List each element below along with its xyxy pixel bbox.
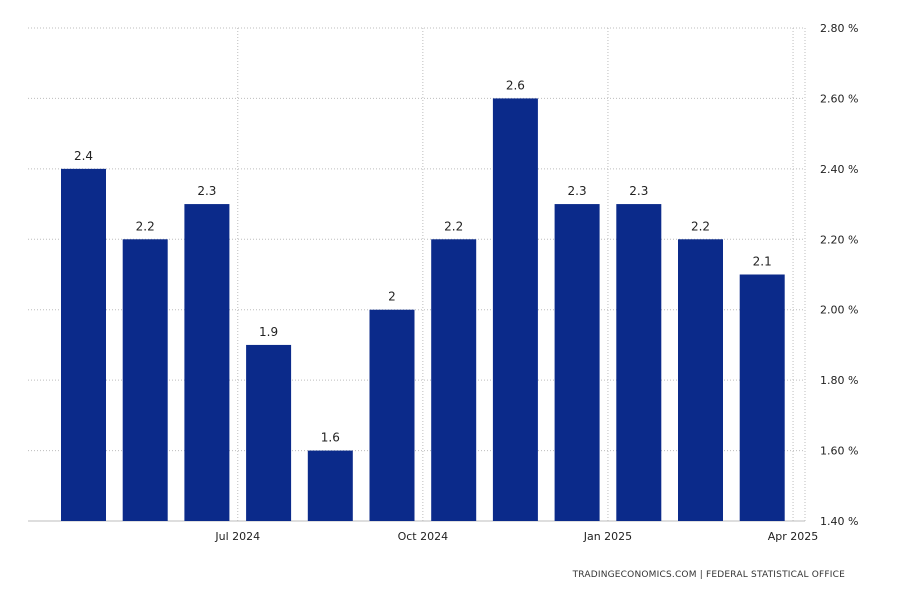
data-label: 1.9 (259, 325, 278, 339)
data-label: 2.2 (691, 219, 710, 233)
bar[interactable] (492, 98, 538, 521)
data-label: 2.2 (136, 219, 155, 233)
data-label: 1.6 (321, 431, 340, 445)
bar[interactable] (61, 168, 106, 521)
bar[interactable] (431, 239, 477, 522)
bar[interactable] (184, 204, 230, 522)
x-tick-label: Jul 2024 (214, 530, 260, 543)
y-tick-label: 1.80 % (820, 374, 858, 387)
bar[interactable] (122, 239, 168, 522)
x-tick-label: Apr 2025 (768, 530, 819, 543)
bar[interactable] (246, 344, 292, 521)
y-tick-label: 2.40 % (820, 163, 858, 176)
source-attribution: TRADINGECONOMICS.COM | FEDERAL STATISTIC… (572, 570, 845, 580)
data-label: 2.3 (568, 184, 587, 198)
bar[interactable] (678, 239, 723, 522)
data-label: 2.2 (444, 219, 463, 233)
y-tick-label: 1.40 % (820, 515, 858, 528)
bar[interactable] (307, 450, 353, 521)
data-label: 2.6 (506, 78, 525, 92)
data-label: 2.4 (74, 149, 93, 163)
x-tick-label: Oct 2024 (398, 530, 449, 543)
y-tick-label: 2.60 % (820, 92, 858, 105)
data-label: 2 (388, 290, 396, 304)
y-tick-label: 2.20 % (820, 233, 858, 246)
x-tick-label: Jan 2025 (583, 530, 632, 543)
y-tick-label: 2.00 % (820, 304, 858, 317)
data-label: 2.1 (753, 255, 772, 269)
y-tick-label: 1.60 % (820, 445, 858, 458)
bar[interactable] (739, 274, 785, 522)
bar[interactable] (554, 204, 600, 522)
data-label: 2.3 (197, 184, 216, 198)
bar[interactable] (369, 309, 415, 521)
bar[interactable] (616, 204, 662, 522)
data-label: 2.3 (629, 184, 648, 198)
y-tick-label: 2.80 % (820, 22, 858, 35)
